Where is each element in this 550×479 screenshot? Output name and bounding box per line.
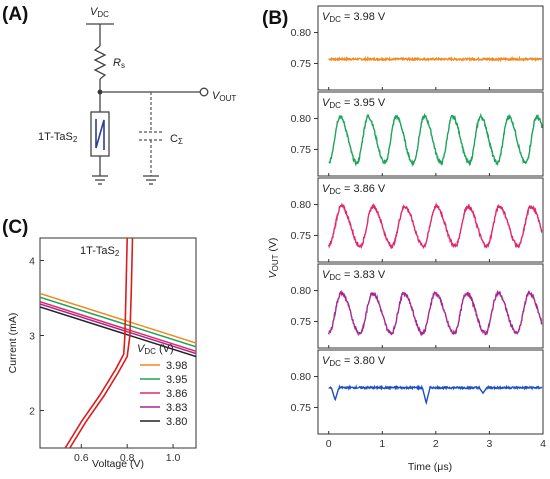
y-tick-label: 0.80 [291,371,312,383]
trace-line [328,289,543,337]
x-tick-label: 0.6 [74,452,89,464]
trace-label: VDC = 3.98 V [322,11,386,24]
legend-entry: 3.86 [166,388,187,400]
load-line [40,301,196,352]
trace-label: VDC = 3.83 V [322,269,386,282]
x-tick-label: 2 [433,438,439,450]
x-tick-label: 1.0 [166,452,181,464]
circuit-schematic: VDC Rs VOUT 1T-TaS2 CΣ [38,6,236,185]
legend-entry: 3.98 [166,360,187,372]
panel-label-b: (B) [262,8,288,29]
legend-title: VDC (V) [137,343,174,356]
trace-line [328,201,543,250]
trace-label: VDC = 3.86 V [322,183,386,196]
panel-b-ylabel: VOUT (V) [267,238,280,279]
trace-label: VDC = 3.95 V [322,97,386,110]
y-tick-label: 0.75 [291,230,312,242]
panel-c-ylabel: Current (mA) [7,313,19,374]
panel-label-a: (A) [2,4,28,25]
x-tick-label: 3 [487,438,493,450]
x-tick-label: 1 [379,438,385,450]
y-tick-label: 2 [29,406,35,418]
panel-c-xlabel: Voltage (V) [92,458,144,470]
panel-c-device-label: 1T-TaS2 [80,245,120,258]
y-tick-label: 4 [29,256,35,268]
vout-label: VOUT [212,90,236,103]
resistor-rs [93,45,107,80]
y-tick-label: 0.75 [291,58,312,70]
load-line [40,292,196,344]
trace-line [328,55,543,63]
y-tick-label: 0.75 [291,316,312,328]
x-tick-label: 0 [326,438,332,450]
vout-terminal [199,87,209,97]
y-tick-label: 0.75 [291,402,312,414]
legend-entry: 3.80 [166,416,187,428]
panel-c-chart: 2 3 4 0.6 0.8 1.0 [29,237,197,464]
panel-b-chart: 0.75 0.80 VDC = 3.98 V 0.75 0.80 VDC = 3.95 V… [291,5,546,450]
legend-entry: 3.83 [166,402,187,414]
load-line [40,296,196,348]
legend-entry: 3.95 [166,374,187,386]
panel-b-xlabel: Time (μs) [408,461,452,473]
x-tick-label: 0.8 [120,452,135,464]
cap-label: CΣ [170,133,183,146]
trace-frame [317,177,544,263]
iv-curve [64,238,128,448]
load-line [40,306,196,358]
y-tick-label: 0.80 [291,27,312,39]
y-tick-label: 0.80 [291,113,312,125]
panel-label-c: (C) [2,217,28,238]
trace-line [328,384,543,406]
vdc-label: VDC [90,6,109,19]
trace-line [328,112,543,167]
rs-label: Rs [113,57,125,70]
load-line [40,303,196,355]
y-tick-label: 3 [29,331,35,343]
y-tick-label: 0.80 [291,285,312,297]
iv-plot-area [40,238,196,448]
y-tick-label: 0.75 [291,144,312,156]
iv-curve [69,238,134,448]
device-label: 1T-TaS2 [38,131,78,144]
trace-frame [317,5,544,91]
y-tick-label: 0.80 [291,199,312,211]
trace-label: VDC = 3.80 V [322,355,386,368]
x-tick-label: 4 [540,438,546,450]
device-symbol [95,119,105,150]
panel-c-legend: 3.98 3.95 3.86 3.83 3.80 [140,360,187,428]
trace-frame [317,349,544,435]
